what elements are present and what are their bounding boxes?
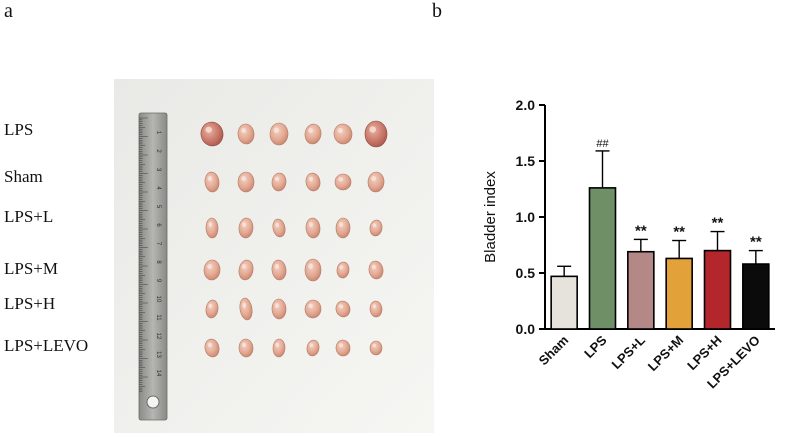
sample-highlight [372, 223, 377, 228]
sample-highlight [208, 222, 212, 227]
significance-label: ** [635, 222, 647, 239]
row-label-lps-h: LPS+H [4, 294, 55, 313]
y-tick-label: 0.5 [516, 265, 536, 281]
significance-label: ** [673, 224, 685, 241]
sample-highlight [205, 126, 212, 133]
row-label-lps-m: LPS+M [4, 259, 58, 278]
ruler-number: 7 [155, 242, 161, 246]
sample-highlight [208, 303, 212, 309]
ruler-number: 13 [155, 351, 161, 358]
sample-highlight [372, 343, 377, 348]
sample-highlight [207, 176, 212, 181]
sample-highlight [207, 264, 213, 269]
ruler-number: 3 [155, 168, 161, 172]
sample-highlight [338, 177, 343, 182]
sample-highlight [308, 176, 313, 182]
sample-highlight [371, 264, 376, 270]
sample-highlight [241, 128, 247, 133]
row-labels: LPS Sham LPS+L LPS+M LPS+H LPS+LEVO [4, 120, 88, 355]
sample-highlight [372, 304, 377, 309]
ruler-number: 11 [155, 314, 161, 321]
sample-highlight [339, 265, 344, 270]
x-tick-label: LPS+L [608, 332, 648, 372]
x-tick-label: Sham [536, 333, 572, 369]
bar-lps [588, 187, 617, 330]
sample-highlight [308, 303, 313, 309]
row-label-lps: LPS [4, 120, 33, 139]
sample-highlight [308, 222, 313, 227]
ruler-number: 4 [155, 186, 161, 190]
sample-highlight [308, 263, 313, 269]
bar-lps-m [665, 257, 693, 330]
ruler-number: 1 [155, 131, 161, 135]
sample-highlight [371, 176, 376, 181]
ruler-number: 8 [155, 260, 161, 264]
sample-highlight [338, 304, 343, 309]
sample-highlight [242, 302, 246, 308]
row-label-sham: Sham [4, 167, 43, 186]
y-tick-label: 1.0 [516, 209, 536, 225]
sample-highlight [241, 342, 246, 348]
sample-highlight [241, 222, 246, 227]
bar-lps-h [703, 249, 732, 330]
sample-highlight [273, 127, 279, 133]
sample-highlight [338, 222, 343, 227]
row-label-lps-levo: LPS+LEVO [4, 336, 88, 355]
ruler-number: 14 [155, 370, 161, 377]
row-label-lps-l: LPS+L [4, 207, 53, 226]
significance-label: ** [712, 215, 724, 232]
ruler-number: 5 [155, 205, 161, 209]
sample-highlight [275, 222, 280, 228]
y-tick-label: 1.5 [516, 153, 536, 169]
sample-highlight [241, 264, 246, 269]
sample-highlight [338, 343, 343, 348]
ruler-number: 6 [155, 223, 161, 227]
sample-highlight [369, 126, 377, 133]
bar-sham [550, 275, 578, 330]
x-tick-label: LPS [581, 332, 610, 361]
ruler-number: 10 [155, 296, 161, 303]
sample-highlight [274, 303, 279, 308]
sample-highlight [337, 128, 343, 133]
y-axis-label: Bladder index [482, 171, 499, 263]
y-tick-label: 2.0 [516, 97, 536, 113]
sample-highlight [274, 264, 279, 269]
y-tick-label: 0.0 [516, 321, 536, 337]
significance-label: ## [596, 138, 609, 150]
significance-label: ** [750, 234, 762, 251]
sample-highlight [207, 342, 212, 348]
sample-highlight [241, 176, 247, 181]
sample-highlight [275, 342, 280, 348]
panel-a-letter: a [4, 0, 13, 22]
bar-lps-l [627, 250, 655, 330]
sample-highlight [274, 176, 279, 182]
ruler-number: 12 [155, 333, 161, 340]
bar-lps-levo [742, 263, 770, 330]
sample-highlight [309, 343, 314, 348]
ruler-number: 9 [155, 279, 161, 283]
x-tick-label: LPS+M [645, 333, 687, 375]
bladder-samples [200, 120, 388, 358]
panel-b-letter: b [432, 0, 442, 22]
sample-highlight [308, 128, 313, 133]
ruler-number: 2 [155, 149, 161, 153]
